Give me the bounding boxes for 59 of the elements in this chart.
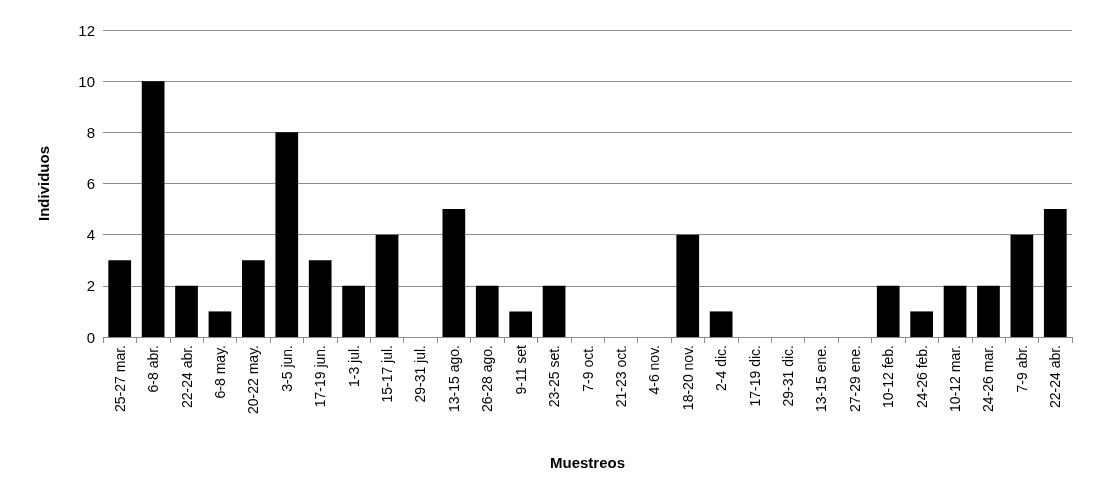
- x-tick-label: 21-23 oct.: [612, 345, 629, 408]
- bar: [542, 285, 566, 337]
- bar: [208, 311, 232, 337]
- x-tick-label: 15-17 jul.: [379, 345, 396, 403]
- y-axis-title: Individuos: [35, 146, 52, 221]
- bar: [977, 285, 1000, 337]
- bar: [509, 311, 533, 337]
- x-tick-label: 24-26 feb.: [913, 345, 930, 409]
- bar: [275, 132, 299, 337]
- x-tick-label: 26-28 ago.: [479, 345, 496, 412]
- y-tick-label: 6: [86, 175, 95, 192]
- bar: [475, 285, 499, 337]
- bar: [308, 260, 332, 337]
- x-axis-title: Muestreos: [549, 454, 626, 471]
- bar: [1043, 209, 1067, 337]
- x-tick-label: 24-26 mar.: [980, 345, 997, 412]
- x-tick-label: 18-20 nov.: [679, 345, 696, 411]
- x-tick-label: 10-12 mar.: [947, 345, 964, 412]
- bar: [943, 285, 967, 337]
- x-tick-label: 22-24 abr.: [178, 345, 195, 409]
- bar: [342, 285, 365, 337]
- bar: [242, 260, 265, 337]
- bar: [375, 234, 399, 337]
- bar: [141, 81, 165, 337]
- bar: [709, 311, 733, 337]
- y-tick-label: 12: [78, 21, 95, 39]
- y-tick-label: 8: [86, 123, 95, 141]
- bar: [108, 260, 132, 337]
- bar: [910, 311, 933, 337]
- x-tick-label: 6-8 abr.: [145, 345, 162, 393]
- y-tick-label: 2: [86, 277, 95, 295]
- bar: [175, 285, 198, 337]
- x-tick-label: 27-29 ene.: [846, 345, 863, 412]
- x-tick-label: 9-11 set: [512, 344, 529, 395]
- y-tick-label: 0: [86, 328, 95, 346]
- x-tick-label: 23-25 set.: [546, 345, 563, 408]
- x-tick-label: 20-22 may.: [245, 345, 262, 414]
- x-tick-label: 3-5 jun.: [278, 345, 295, 392]
- x-tick-label: 6-8 may.: [211, 345, 228, 399]
- y-tick-label: 10: [78, 72, 95, 90]
- x-tick-label: 22-24 abr.: [1047, 345, 1064, 409]
- x-tick-label: 17-19 dic.: [746, 345, 763, 407]
- x-tick-label: 13-15 ene.: [813, 345, 830, 412]
- x-tick-label: 29-31 jul.: [412, 345, 429, 403]
- x-tick-label: 1-3 jul.: [345, 345, 362, 388]
- x-tick-label: 17-19 jun.: [312, 345, 329, 408]
- y-tick-label: 4: [86, 226, 95, 244]
- x-tick-label: 29-31 dic.: [779, 345, 796, 407]
- x-tick-label: 2-4 dic.: [713, 345, 730, 391]
- bar: [442, 209, 466, 337]
- x-tick-label: 7-9 oct.: [579, 345, 596, 392]
- x-tick-label: 7-9 abr.: [1013, 345, 1030, 393]
- x-tick-label: 25-27 mar.: [111, 345, 128, 412]
- x-tick-label: 10-12 feb.: [880, 345, 897, 409]
- bar: [1010, 234, 1034, 337]
- bar: [876, 285, 900, 337]
- x-tick-label: 4-6 nov.: [646, 345, 663, 395]
- bar: [676, 234, 700, 337]
- x-tick-label: 13-15 ago.: [445, 345, 462, 412]
